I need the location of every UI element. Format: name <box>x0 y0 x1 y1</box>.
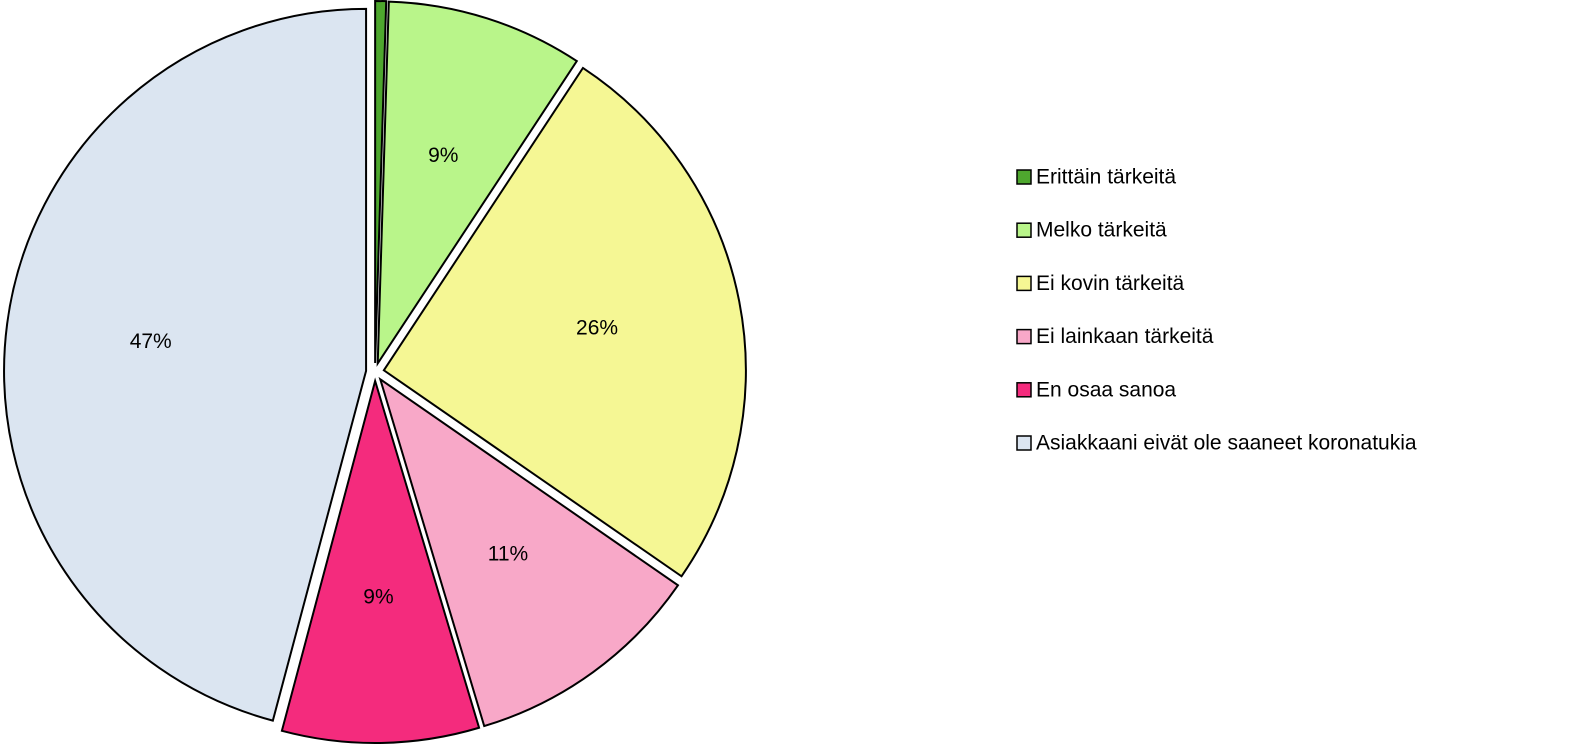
legend-swatch <box>1016 328 1032 345</box>
legend-label: Erittäin tärkeitä <box>1036 166 1176 189</box>
legend-swatch <box>1016 435 1032 451</box>
pie-slice <box>382 66 747 578</box>
legend-swatch <box>1016 275 1032 292</box>
legend-label: Ei lainkaan tärkeitä <box>1036 325 1214 348</box>
legend-swatch <box>1016 169 1032 185</box>
data-label: 47% <box>130 330 172 353</box>
legend-label: Melko tärkeitä <box>1036 219 1167 242</box>
data-label: 11% <box>488 543 528 566</box>
data-label: 9% <box>428 144 458 167</box>
legend-label: Ei kovin tärkeitä <box>1036 272 1185 295</box>
legend-swatch <box>1016 222 1032 238</box>
legend-label: En osaa sanoa <box>1036 378 1176 401</box>
pie-slice <box>376 0 579 367</box>
data-label: 9% <box>363 586 393 609</box>
pie-slice <box>378 376 680 728</box>
pie-slice <box>3 7 368 722</box>
pie-slice <box>280 377 481 744</box>
legend-swatch <box>1016 382 1032 398</box>
pie-slice <box>374 0 388 364</box>
legend-label: Asiakkaani eivät ole saaneet koronatukia <box>1036 432 1417 455</box>
data-label: 26% <box>576 316 618 339</box>
